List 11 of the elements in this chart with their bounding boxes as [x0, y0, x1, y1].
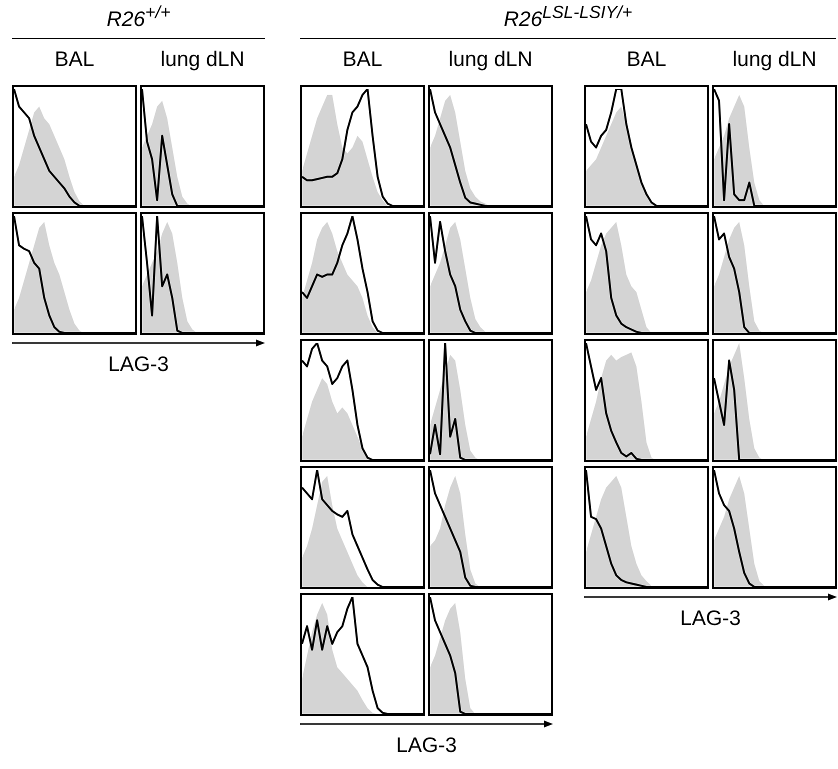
chart-title: BAL — [342, 48, 384, 72]
chart-title: lung dLN — [731, 48, 818, 72]
x-axis-title: LAG-3 — [107, 353, 170, 377]
x-axis-title: LAG-3 — [395, 734, 458, 758]
chart-title: lung dLN — [159, 48, 246, 72]
x-axis-title: LAG-3 — [679, 607, 742, 631]
chart-title: BAL — [54, 48, 96, 72]
text: R26$^{LSL-LSIY/+}$ — [504, 2, 632, 31]
chart-title: lung dLN — [447, 48, 534, 72]
text: R26$^{+/+}$ — [106, 2, 170, 31]
chart-title: BAL — [626, 48, 668, 72]
